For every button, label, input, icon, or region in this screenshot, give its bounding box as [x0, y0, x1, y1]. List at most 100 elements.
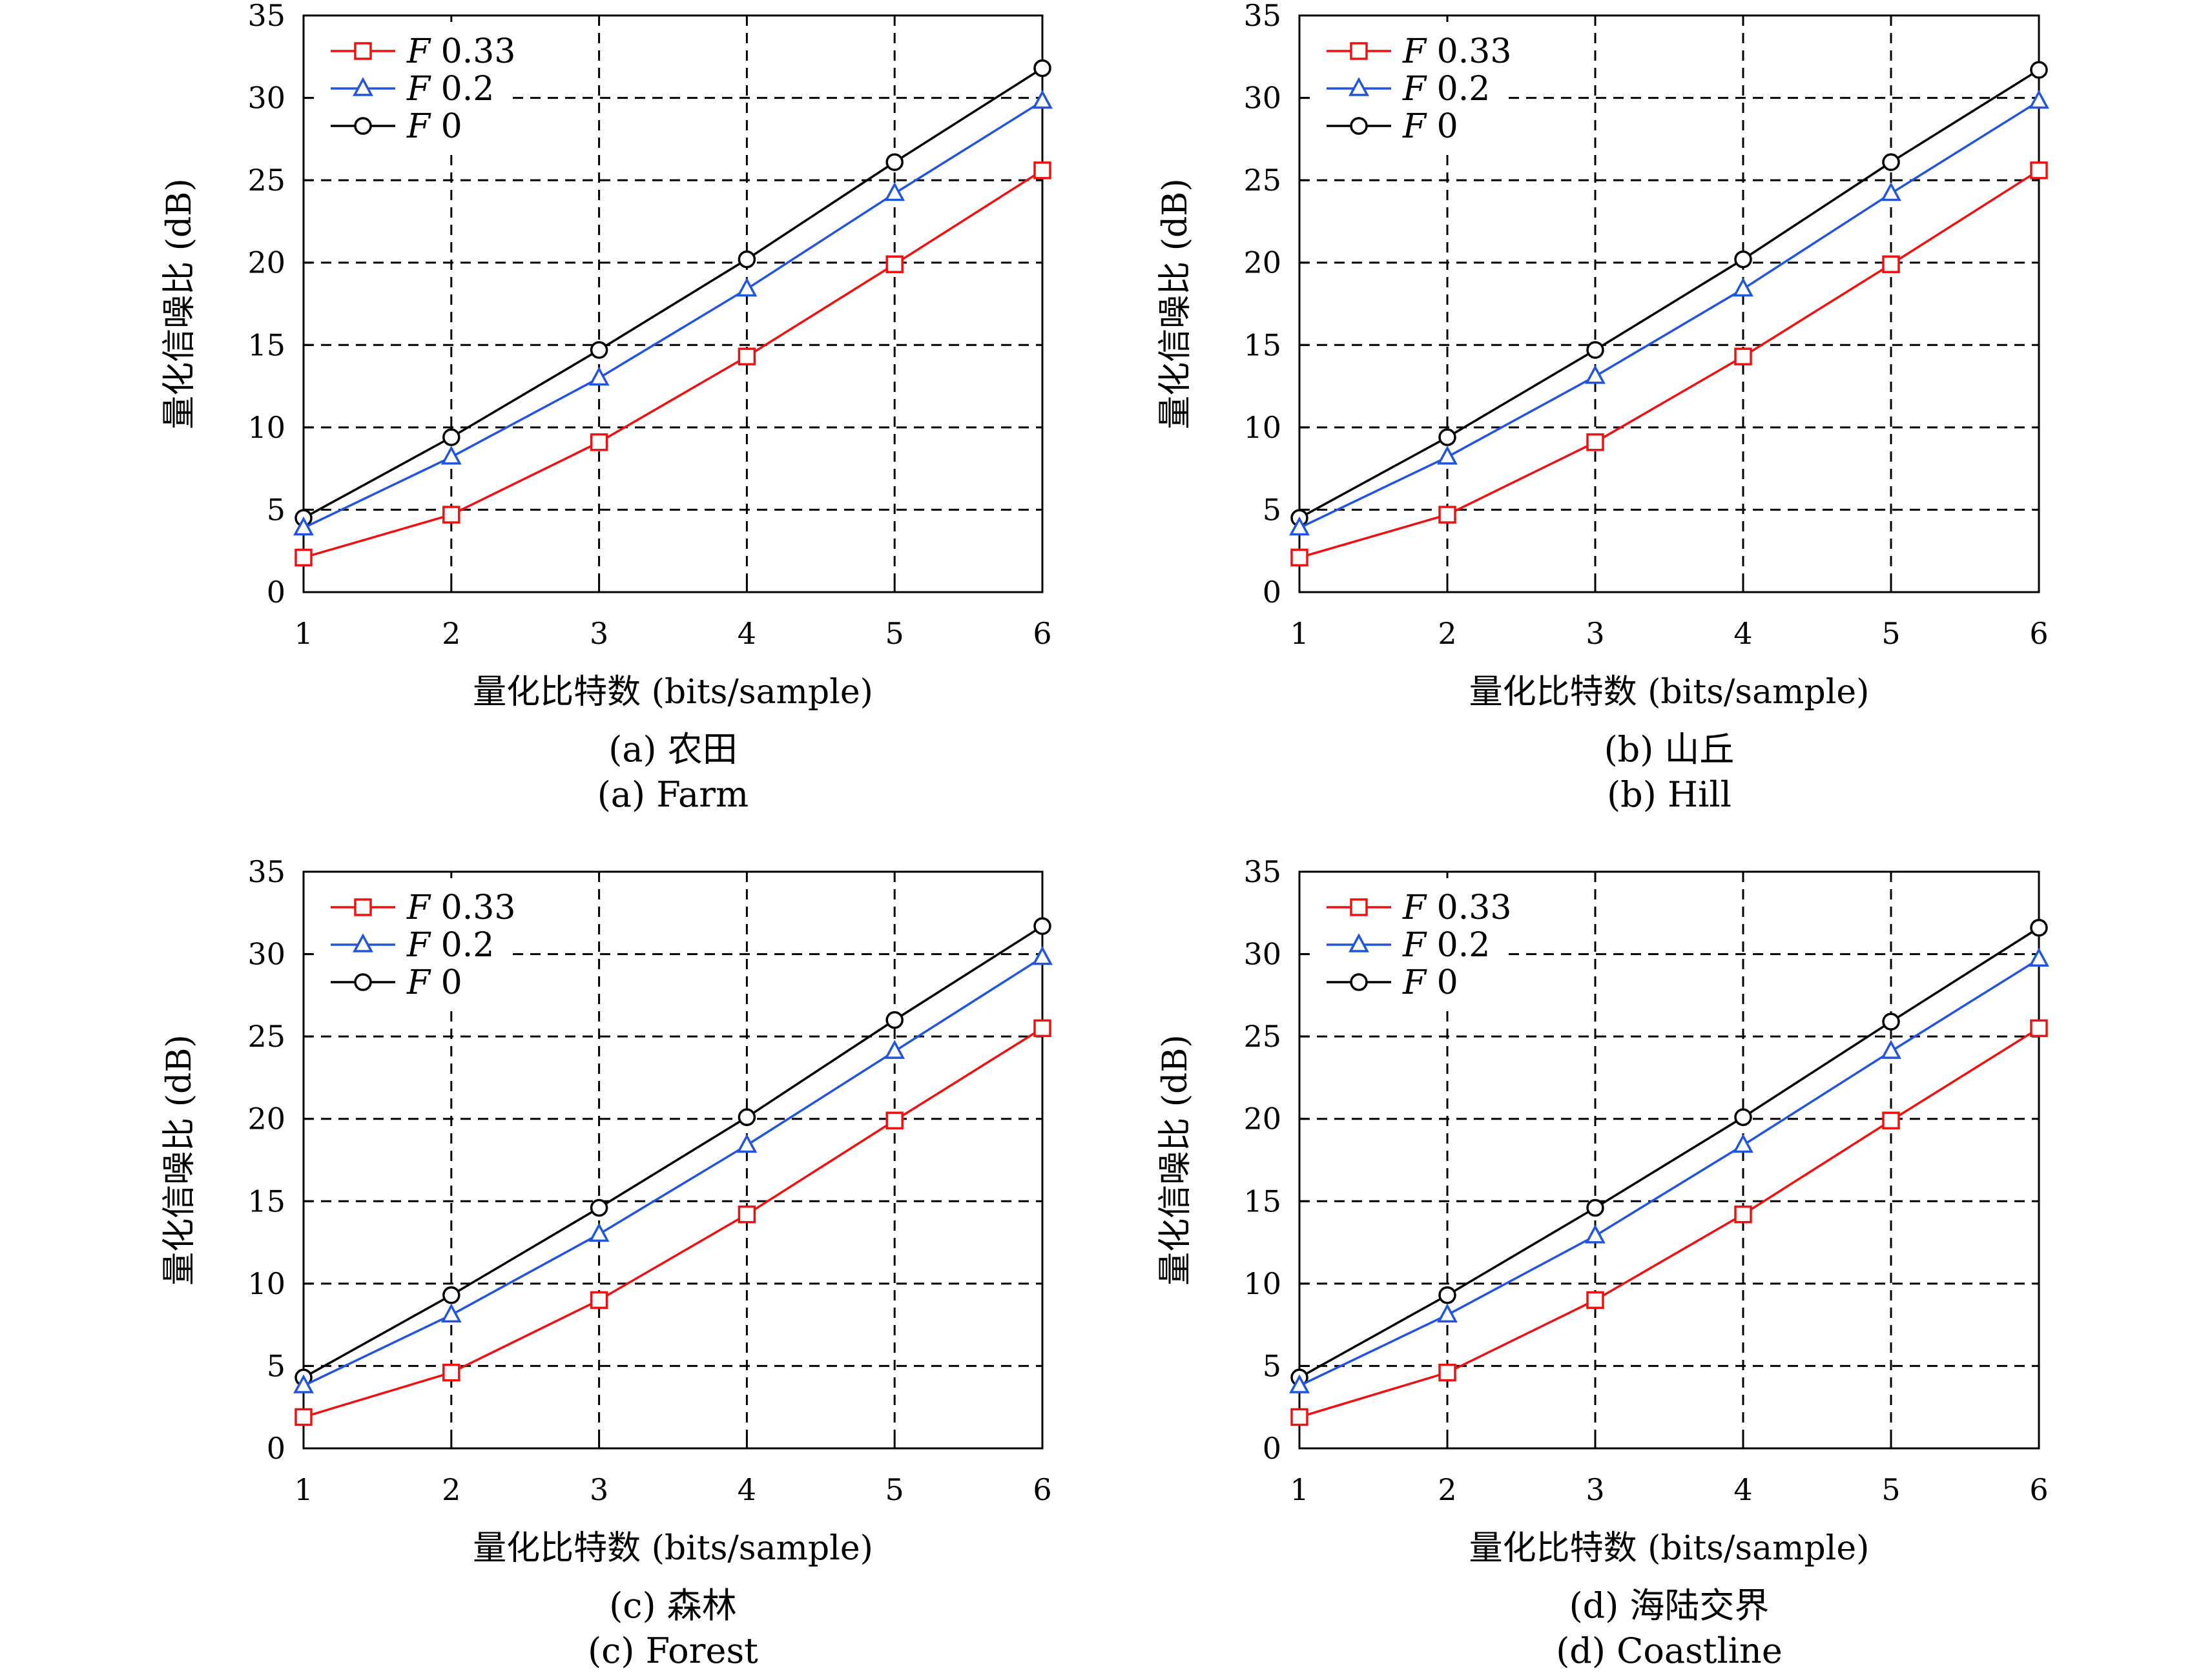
legend-label-symbol: F [406, 889, 431, 927]
y-tick-label: 10 [1243, 1266, 1281, 1301]
series-triangle [1289, 947, 2049, 1393]
legend-label: F 0 [406, 107, 462, 146]
y-tick-label: 20 [247, 245, 285, 280]
circle-marker [1882, 1012, 1900, 1031]
legend-label-value: 0.2 [1426, 926, 1490, 965]
legend-item: F 0 [1327, 107, 1458, 146]
x-axis-label: 量化比特数 (bits/sample) [1469, 673, 1870, 712]
square-marker [738, 1205, 756, 1224]
y-tick-label: 5 [267, 1348, 285, 1383]
square-marker [885, 1111, 904, 1130]
legend-item: F 0.2 [331, 926, 494, 965]
legend-label: F 0.33 [1402, 889, 1511, 927]
legend-background [319, 878, 513, 1007]
triangle-marker [1289, 516, 1310, 536]
y-tick-label: 10 [1243, 410, 1281, 445]
circle-marker [1586, 341, 1604, 359]
x-axis-label: 量化比特数 (bits/sample) [1469, 1529, 1870, 1568]
y-tick-label: 15 [1243, 327, 1281, 362]
series-line [1299, 1027, 2040, 1419]
circle-marker [590, 341, 608, 359]
y-tick-label: 5 [267, 492, 285, 527]
circle-marker [1033, 917, 1051, 935]
circle-marker [885, 1011, 904, 1029]
y-tick-label: 25 [247, 163, 285, 198]
x-tick-label: 5 [1881, 616, 1900, 651]
legend-label-value: 0 [1426, 107, 1458, 146]
triangle-marker [884, 1040, 905, 1059]
square-marker [1350, 898, 1368, 916]
y-tick-label: 25 [247, 1019, 285, 1054]
triangle-marker [1349, 77, 1369, 96]
y-tick-label: 0 [1263, 1431, 1281, 1466]
triangle-marker [1032, 946, 1053, 965]
square-marker [442, 1363, 460, 1382]
x-tick-label: 2 [1438, 1472, 1456, 1507]
x-axis-label: 量化比特数 (bits/sample) [473, 673, 873, 712]
circle-marker [1734, 1108, 1752, 1126]
series-line [1299, 169, 2040, 559]
plot-frame [302, 14, 1044, 593]
circle-marker [1350, 973, 1368, 991]
x-tick-label: 1 [294, 1472, 313, 1507]
legend-item: F 0 [1327, 963, 1458, 1002]
legend: F 0.33F 0.2F 0 [319, 22, 515, 151]
circle-marker [1350, 117, 1368, 135]
square-marker [295, 1408, 313, 1426]
triangle-marker [293, 516, 314, 536]
legend-label-symbol: F [1402, 107, 1427, 146]
y-tick-label: 0 [267, 1431, 285, 1466]
y-tick-label: 35 [1243, 0, 1281, 33]
square-marker [295, 548, 313, 567]
series-line [303, 956, 1043, 1387]
x-tick-label: 4 [1733, 1472, 1752, 1507]
x-tick-label: 1 [294, 616, 313, 651]
caption-chinese: (a) 农田 [608, 729, 738, 770]
triangle-marker [1289, 1374, 1310, 1393]
legend-label-symbol: F [406, 32, 431, 71]
legend-label: F 0.2 [406, 926, 494, 965]
circle-marker [354, 117, 372, 135]
triangle-marker [1733, 277, 1753, 297]
legend-label-value: 0.33 [430, 32, 515, 71]
chart-panel-4: 1 2 3 4 5 6 0 5 10 15 20 25 30 35 量化比特数 (bits/sample) 量… [1156, 854, 2049, 1671]
caption-english: (d) Coastline [1556, 1630, 1783, 1671]
x-tick-label: 3 [590, 616, 608, 651]
legend-label-symbol: F [1402, 926, 1427, 965]
series-square [295, 161, 1051, 567]
series-square [1290, 161, 2048, 567]
x-tick-label: 3 [1586, 616, 1604, 651]
y-axis-label: 量化信噪比 (dB) [160, 178, 199, 429]
series-line [303, 67, 1043, 519]
series-circle [1290, 918, 2048, 1387]
circle-marker [1882, 153, 1900, 171]
y-axis-label: 量化信噪比 (dB) [1156, 178, 1195, 429]
x-tick-label: 5 [885, 1472, 904, 1507]
square-marker [1033, 1019, 1051, 1038]
caption-english: (c) Forest [588, 1630, 758, 1671]
y-tick-label: 30 [1243, 81, 1281, 116]
triangle-marker [293, 1374, 314, 1393]
circle-marker [738, 1108, 756, 1126]
legend-label: F 0.2 [1402, 926, 1490, 965]
x-tick-label: 5 [1881, 1472, 1900, 1507]
circle-marker [590, 1198, 608, 1217]
plot-frame [302, 870, 1044, 1450]
legend-label-value: 0.2 [430, 926, 494, 965]
y-tick-label: 15 [247, 1184, 285, 1218]
circle-marker [2030, 918, 2048, 937]
series-line [1299, 100, 2040, 529]
y-tick-label: 35 [1243, 854, 1281, 889]
x-tick-label: 5 [885, 616, 904, 651]
square-marker [1438, 506, 1456, 524]
legend-label: F 0.2 [406, 70, 494, 108]
legend-background [319, 22, 513, 151]
chart-panel-3: 1 2 3 4 5 6 0 5 10 15 20 25 30 35 量化比特数 (bits/sample) 量… [160, 854, 1053, 1671]
y-tick-label: 20 [1243, 245, 1281, 280]
legend-label-symbol: F [1402, 32, 1427, 71]
x-tick-label: 6 [2029, 1472, 2048, 1507]
square-marker [885, 255, 904, 274]
legend-item: F 0.33 [1327, 889, 1511, 927]
legend-item: F 0.2 [1327, 926, 1490, 965]
